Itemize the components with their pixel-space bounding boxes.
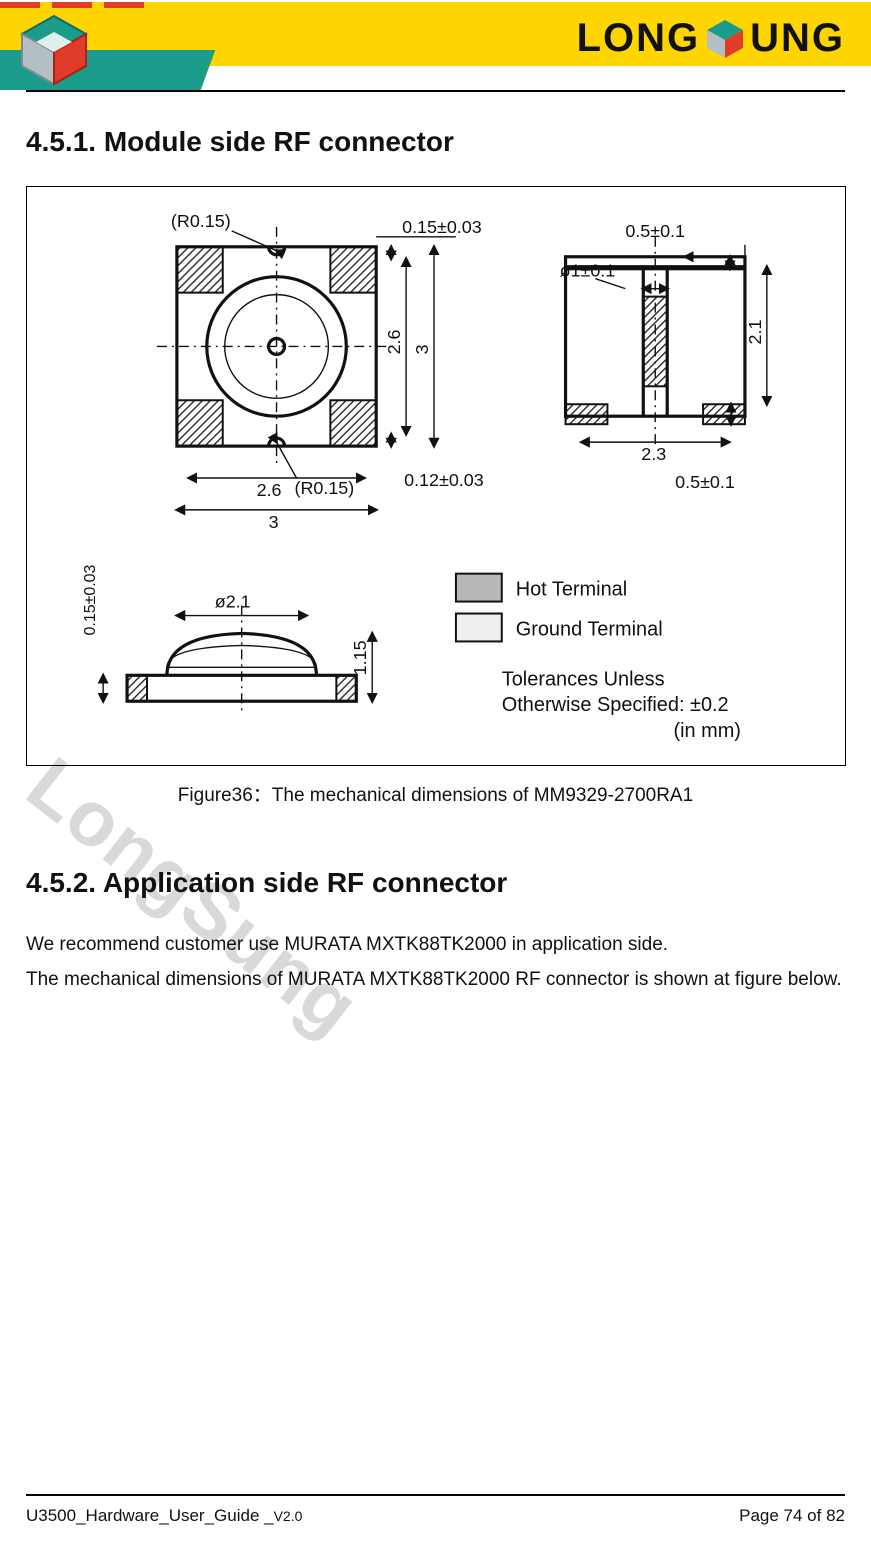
legend: Hot Terminal Ground Terminal [456,574,663,642]
tol-l3: (in mm) [673,720,741,742]
dim-r015-bot: (R0.15) [294,478,354,498]
dim-dia21: ø2.1 [215,592,251,612]
dim-2p1: 2.1 [745,320,765,345]
dim-dia1: ø1±0.1 [560,261,616,281]
dim-015-top: 0.15±0.03 [402,217,482,237]
section-title: Application side RF connector [103,867,507,898]
tol-l1: Tolerances Unless [502,668,665,690]
header-banner: LONG UNG [0,0,871,88]
brand-text-left: LONG [577,16,701,61]
dim-2p6-h: 2.6 [257,480,282,500]
footer-doc-name: U3500_Hardware_User_Guide _ [26,1506,274,1525]
dim-05-top: 0.5±0.1 [625,221,685,241]
figure-frame: (R0.15) (R0.15) 2.6 3 2.6 3 0.15±0.03 [26,186,846,766]
footer-version: V2.0 [274,1508,303,1524]
logo-cube-icon [18,14,90,86]
brand-text-right: UNG [750,16,845,61]
dim-012-bot: 0.12±0.03 [404,470,484,490]
dim-2p3: 2.3 [641,444,666,464]
dim-2p6-v: 2.6 [384,329,404,354]
page-footer: U3500_Hardware_User_Guide _V2.0 Page 74 … [26,1494,845,1526]
profile-view: ø2.1 0.15±0.03 1.15 [82,565,372,716]
legend-hot: Hot Terminal [516,579,627,601]
dim-r015-top: (R0.15) [171,211,231,231]
dim-3-h: 3 [269,512,279,532]
brand-cube-icon [704,18,746,60]
banner-red-accents [0,2,871,8]
legend-ground: Ground Terminal [516,618,663,640]
dim-115: 1.15 [350,640,370,675]
section-heading-451: 4.5.1. Module side RF connector [26,126,845,158]
section-number: 4.5.2. [26,867,96,898]
page-content: 4.5.1. Module side RF connector [0,88,871,997]
footer-page: Page 74 of 82 [739,1506,845,1526]
body-p2: The mechanical dimensions of MURATA MXTK… [26,962,845,997]
tolerance-note: Tolerances Unless Otherwise Specified: ±… [502,668,741,742]
mechanical-drawing: (R0.15) (R0.15) 2.6 3 2.6 3 0.15±0.03 [27,187,845,765]
body-p1: We recommend customer use MURATA MXTK88T… [26,927,845,962]
dim-05-bot: 0.5±0.1 [675,472,735,492]
brand-wordmark: LONG UNG [577,16,845,61]
footer-divider [26,1494,845,1496]
dim-3-v: 3 [412,344,432,354]
side-view: 0.5±0.1 ø1±0.1 2.1 2.3 0.5±0.1 [560,221,767,492]
tol-l2: Otherwise Specified: ±0.2 [502,694,729,716]
section-title: Module side RF connector [104,126,454,157]
dim-015-p: 0.15±0.03 [82,565,99,636]
section-number: 4.5.1. [26,126,96,157]
top-view: (R0.15) (R0.15) 2.6 3 2.6 3 0.15±0.03 [157,211,484,532]
footer-doc: U3500_Hardware_User_Guide _V2.0 [26,1506,302,1526]
figure-caption: Figure36：The mechanical dimensions of MM… [26,780,845,807]
section-heading-452: 4.5.2. Application side RF connector [26,867,845,899]
